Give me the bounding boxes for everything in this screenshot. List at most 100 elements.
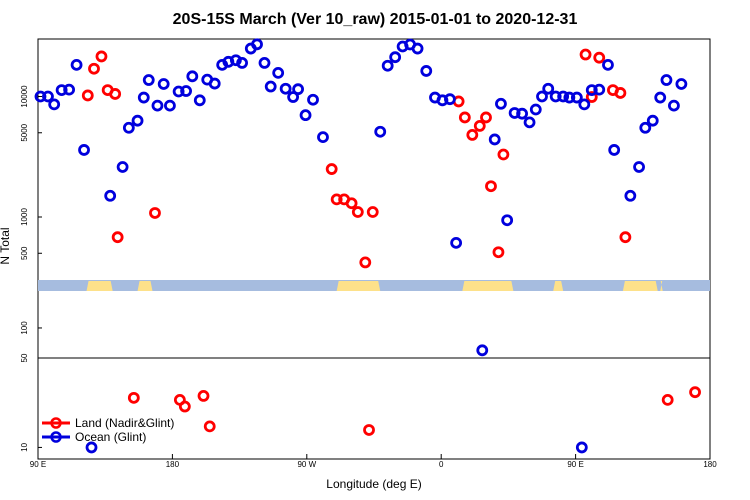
ocean-data-point	[602, 58, 614, 71]
ocean-data-point	[186, 70, 199, 83]
land-data-point	[363, 424, 375, 436]
land-data-point	[466, 129, 479, 141]
land-strip-segment	[622, 281, 658, 291]
ocean-data-point	[523, 116, 536, 129]
x-tick-label: 90 E	[30, 460, 46, 469]
ocean-data-point	[164, 99, 176, 112]
ocean-data-point	[157, 78, 170, 90]
legend-ocean-label: Ocean (Glint)	[75, 430, 146, 444]
ocean-data-point	[180, 85, 192, 97]
ocean-data-point	[411, 42, 424, 55]
y-tick-label: 1000	[20, 208, 29, 226]
ocean-data-point	[608, 144, 621, 156]
legend-land-label: Land (Nadir&Glint)	[75, 416, 174, 430]
legend-ocean-marker	[50, 431, 62, 443]
ocean-data-point	[104, 189, 117, 202]
ocean-data-point	[317, 131, 329, 144]
ocean-data-point	[639, 121, 652, 134]
land-data-point	[480, 111, 492, 124]
ocean-data-point	[279, 82, 292, 95]
land-data-point	[689, 386, 701, 399]
ocean-data-point	[258, 57, 271, 69]
land-data-point	[593, 51, 606, 64]
land-strip-segment	[137, 281, 153, 291]
y-tick-label: 10	[20, 442, 29, 451]
ocean-data-point	[633, 161, 645, 173]
ocean-data-point	[420, 65, 433, 77]
land-data-point	[579, 48, 592, 61]
ocean-data-point	[287, 91, 300, 103]
ocean-data-point	[542, 82, 555, 95]
ocean-data-point	[193, 94, 206, 107]
ocean-data-point	[575, 441, 588, 454]
ocean-data-point	[557, 90, 570, 103]
land-data-point	[473, 120, 486, 132]
legend-land-marker	[50, 417, 62, 429]
ocean-data-point	[654, 91, 667, 104]
land-data-point	[485, 180, 497, 193]
land-data-point	[585, 91, 598, 103]
ocean-data-point	[381, 59, 394, 72]
land-data-point	[109, 88, 122, 100]
x-tick-label: 0	[439, 460, 444, 469]
land-data-point	[661, 393, 674, 406]
ocean-data-point	[436, 94, 449, 107]
ocean-data-point	[488, 133, 501, 146]
ocean-data-point	[593, 83, 606, 96]
ocean-data-point	[585, 84, 598, 96]
ocean-data-point	[236, 57, 248, 69]
ocean-data-point	[264, 80, 277, 93]
land-data-point	[95, 50, 108, 63]
ocean-data-point	[55, 84, 68, 96]
x-tick-label: 90 E	[567, 460, 583, 469]
data-points	[34, 38, 701, 454]
land-strip-segment	[660, 281, 663, 291]
ocean-data-point	[529, 103, 542, 116]
land-ocean-strip	[38, 280, 710, 291]
land-data-point	[359, 256, 372, 269]
ocean-data-point	[299, 109, 312, 122]
ocean-data-point	[495, 97, 507, 110]
ocean-data-point	[151, 99, 164, 112]
x-tick-label: 180	[703, 460, 717, 469]
land-data-point	[81, 89, 94, 102]
land-data-point	[88, 62, 100, 75]
ocean-data-point	[536, 90, 548, 103]
ocean-data-point	[501, 214, 514, 227]
x-tick-label: 90 W	[297, 460, 316, 469]
y-tick-label: 100	[20, 321, 29, 335]
land-data-point	[497, 148, 510, 161]
y-tick-label: 50	[20, 353, 29, 362]
ocean-data-point	[251, 38, 263, 51]
land-data-point	[127, 391, 140, 404]
ocean-data-point	[70, 58, 83, 71]
ocean-data-point	[142, 74, 155, 86]
ocean-data-point	[578, 98, 591, 111]
ocean-data-point	[450, 236, 463, 249]
x-axis-label: Longitude (deg E)	[326, 477, 421, 491]
land-data-point	[111, 231, 124, 244]
y-axis-ticks-upper: 500 1000 5000 10000	[20, 85, 42, 260]
ocean-data-point	[668, 99, 680, 112]
land-data-point	[492, 246, 505, 259]
ocean-data-point	[131, 114, 144, 127]
y-tick-label: 10000	[20, 85, 29, 108]
ocean-data-point	[444, 93, 456, 106]
plot-frame	[37, 38, 711, 460]
y-tick-label: 500	[20, 246, 29, 260]
land-data-point	[149, 207, 161, 219]
ocean-data-point	[48, 98, 61, 111]
x-axis-ticks: 90 E 180 90 W 0 90 E 180	[30, 454, 717, 469]
ocean-data-point	[374, 125, 387, 138]
x-tick-label: 180	[166, 460, 180, 469]
legend: Land (Nadir&Glint) Ocean (Glint)	[42, 416, 174, 444]
ocean-data-point	[516, 107, 528, 120]
land-data-point	[325, 163, 338, 175]
chart-title: 20S-15S March (Ver 10_raw) 2015-01-01 to…	[173, 11, 578, 28]
ocean-data-point	[307, 93, 319, 106]
ocean-data-point	[272, 66, 285, 79]
ocean-data-point	[63, 83, 76, 96]
land-strip-segment	[336, 281, 381, 291]
land-data-point	[330, 193, 343, 206]
